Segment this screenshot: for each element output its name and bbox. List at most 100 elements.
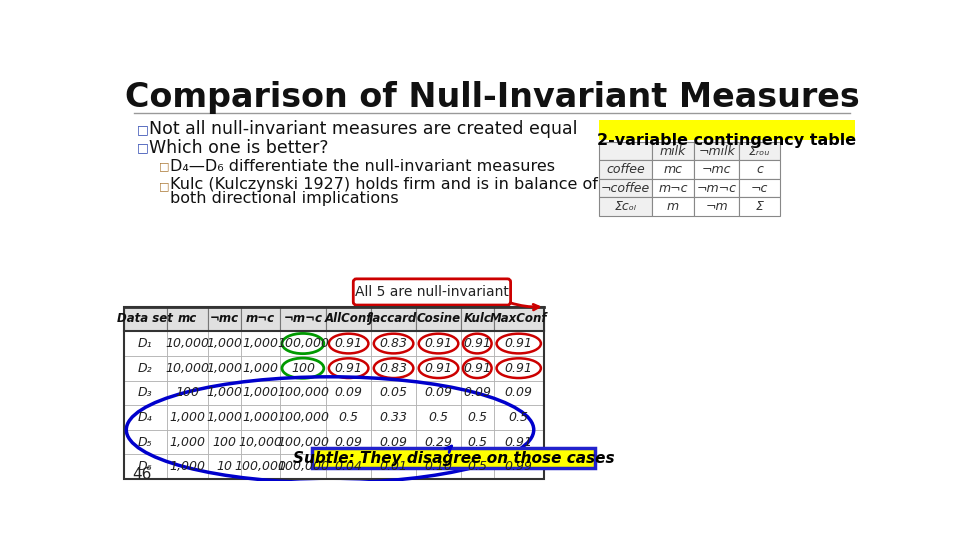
- Text: □: □: [137, 141, 149, 154]
- Text: 100,000: 100,000: [276, 386, 329, 399]
- Bar: [208, 430, 241, 455]
- Bar: [599, 197, 652, 215]
- Bar: [279, 356, 326, 381]
- Bar: [372, 307, 416, 331]
- Bar: [241, 356, 279, 381]
- Text: 0.09: 0.09: [379, 436, 408, 449]
- Text: Σ: Σ: [756, 200, 763, 213]
- Text: D₄—D₆ differentiate the null-invariant measures: D₄—D₆ differentiate the null-invariant m…: [170, 159, 556, 174]
- Bar: [652, 142, 694, 160]
- Bar: [166, 430, 208, 455]
- Bar: [739, 142, 780, 160]
- Text: 1,000: 1,000: [206, 386, 243, 399]
- Text: 0.5: 0.5: [468, 460, 488, 473]
- Text: 0.5: 0.5: [468, 411, 488, 424]
- Bar: [416, 331, 461, 356]
- Bar: [279, 307, 326, 331]
- Text: Σᵣₒᵤ: Σᵣₒᵤ: [749, 145, 770, 158]
- Bar: [461, 331, 493, 356]
- Text: Jaccard: Jaccard: [370, 313, 418, 326]
- Bar: [461, 356, 493, 381]
- Bar: [208, 307, 241, 331]
- Bar: [372, 405, 416, 430]
- Text: 0.05: 0.05: [379, 386, 408, 399]
- Bar: [326, 405, 372, 430]
- Bar: [166, 405, 208, 430]
- Bar: [241, 331, 279, 356]
- Text: 1,000: 1,000: [169, 436, 205, 449]
- Text: 0.09: 0.09: [424, 386, 452, 399]
- Bar: [652, 160, 694, 179]
- Bar: [166, 455, 208, 479]
- Text: Cosine: Cosine: [417, 313, 461, 326]
- Bar: [124, 455, 166, 479]
- Text: 0.91: 0.91: [335, 337, 363, 350]
- Bar: [416, 455, 461, 479]
- Text: ¬m: ¬m: [706, 200, 728, 213]
- Text: 0.33: 0.33: [379, 411, 408, 424]
- Text: ¬milk: ¬milk: [698, 145, 735, 158]
- Bar: [326, 356, 372, 381]
- Bar: [124, 307, 544, 479]
- Text: coffee: coffee: [606, 163, 645, 176]
- Bar: [461, 455, 493, 479]
- Text: both directional implications: both directional implications: [170, 191, 399, 206]
- Text: 0.91: 0.91: [464, 362, 492, 375]
- Text: 0.91: 0.91: [424, 362, 452, 375]
- Bar: [241, 455, 279, 479]
- FancyBboxPatch shape: [353, 279, 511, 305]
- Text: ¬m¬c: ¬m¬c: [697, 181, 736, 194]
- Text: ¬mc: ¬mc: [702, 163, 732, 176]
- Text: 1,000: 1,000: [206, 411, 243, 424]
- Bar: [599, 160, 652, 179]
- Text: 1,000: 1,000: [242, 337, 278, 350]
- Text: Kulc (Kulczynski 1927) holds firm and is in balance of: Kulc (Kulczynski 1927) holds firm and is…: [170, 177, 598, 192]
- Bar: [241, 381, 279, 405]
- Bar: [279, 455, 326, 479]
- Text: 1,000: 1,000: [169, 460, 205, 473]
- Bar: [124, 356, 166, 381]
- Text: Data set: Data set: [117, 313, 173, 326]
- Text: 0.09: 0.09: [335, 436, 363, 449]
- Text: 0.29: 0.29: [424, 436, 452, 449]
- Bar: [326, 381, 372, 405]
- Bar: [124, 307, 166, 331]
- Text: 1,000: 1,000: [206, 337, 243, 350]
- Bar: [599, 142, 652, 160]
- Bar: [326, 307, 372, 331]
- Bar: [694, 142, 739, 160]
- Text: 0.09: 0.09: [335, 386, 363, 399]
- Text: Comparison of Null-Invariant Measures: Comparison of Null-Invariant Measures: [125, 80, 859, 113]
- Bar: [124, 331, 166, 356]
- Text: 0.10: 0.10: [424, 460, 452, 473]
- Text: All 5 are null-invariant: All 5 are null-invariant: [355, 285, 509, 299]
- Text: ¬mc: ¬mc: [210, 313, 239, 326]
- Text: AllConf: AllConf: [324, 313, 372, 326]
- Bar: [599, 179, 652, 197]
- Text: 100: 100: [176, 386, 200, 399]
- Text: ¬coffee: ¬coffee: [601, 181, 650, 194]
- Bar: [493, 405, 544, 430]
- Text: 100,000: 100,000: [276, 337, 329, 350]
- Bar: [124, 405, 166, 430]
- Text: 2-variable contingency table: 2-variable contingency table: [597, 133, 856, 148]
- Text: 1,000: 1,000: [242, 411, 278, 424]
- Bar: [279, 381, 326, 405]
- Bar: [694, 197, 739, 215]
- Bar: [694, 179, 739, 197]
- Bar: [739, 179, 780, 197]
- Text: 0.83: 0.83: [379, 337, 408, 350]
- Bar: [461, 405, 493, 430]
- Bar: [241, 405, 279, 430]
- Text: □: □: [158, 181, 169, 192]
- Text: 100,000: 100,000: [276, 436, 329, 449]
- Text: □: □: [137, 123, 149, 136]
- Bar: [208, 381, 241, 405]
- Text: m¬c: m¬c: [659, 181, 687, 194]
- Text: m¬c: m¬c: [246, 313, 275, 326]
- Text: 0.83: 0.83: [379, 362, 408, 375]
- Bar: [372, 331, 416, 356]
- Text: Σᴄₒₗ: Σᴄₒₗ: [614, 200, 636, 213]
- Text: D₁: D₁: [138, 337, 153, 350]
- Text: MaxConf: MaxConf: [490, 313, 547, 326]
